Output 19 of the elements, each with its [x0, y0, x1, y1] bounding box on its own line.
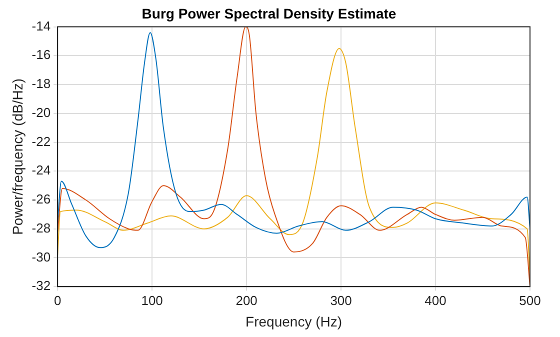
- chart-title: Burg Power Spectral Density Estimate: [142, 5, 396, 22]
- y-tick-label: -20: [32, 104, 51, 120]
- y-tick-label: -24: [32, 162, 51, 178]
- x-tick-label: 0: [54, 292, 62, 308]
- y-tick-label: -18: [32, 76, 51, 92]
- x-tick-label: 300: [330, 292, 352, 308]
- y-tick-label: -14: [32, 18, 51, 34]
- y-tick-label: -32: [32, 278, 51, 294]
- y-tick-label: -26: [32, 192, 51, 207]
- x-tick-label: 100: [141, 292, 163, 308]
- x-tick-label: 500: [519, 292, 541, 308]
- y-tick-label: -28: [32, 220, 51, 236]
- x-tick-label: 400: [424, 292, 446, 308]
- y-tick-label: -16: [32, 47, 51, 62]
- y-tick-label: -30: [32, 249, 51, 264]
- x-axis-title: Frequency (Hz): [246, 313, 342, 330]
- x-tick-label: 200: [236, 292, 258, 308]
- y-tick-label: -22: [32, 134, 51, 149]
- y-axis-title: Power/frequency (dB/Hz): [9, 78, 26, 235]
